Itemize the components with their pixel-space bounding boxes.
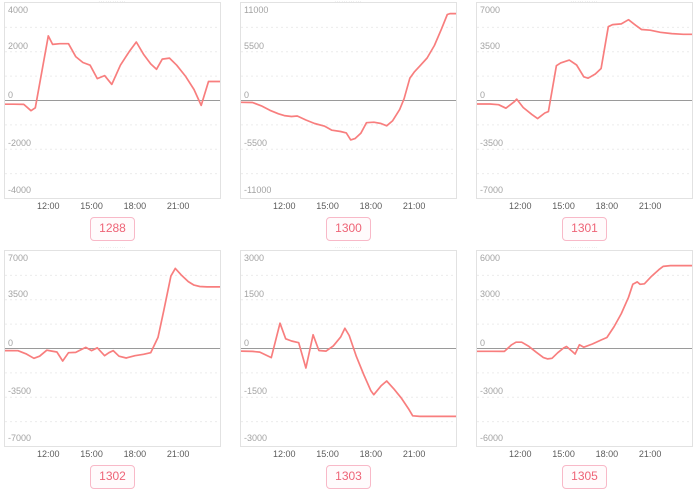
x-axis: 12:00 15:00 18:00 21:00 bbox=[4, 199, 221, 214]
pnl-line-chart[interactable]: 4000 2000 0 -2000 -4000 bbox=[4, 2, 221, 199]
pnl-line bbox=[5, 267, 220, 362]
x-axis-label: 21:00 bbox=[166, 201, 190, 211]
chart-mini-title: ············ bbox=[240, 0, 457, 2]
pnl-line bbox=[5, 35, 220, 112]
chart-mini-title: ············ bbox=[476, 0, 693, 2]
chart-card-1302: ············ 7000 3500 0 -3500 -7000 12:00 15… bbox=[4, 245, 221, 489]
chart-mini-title: ············ bbox=[570, 245, 599, 250]
x-axis-label: 21:00 bbox=[402, 449, 426, 459]
strategy-id-badge[interactable]: 1302 bbox=[90, 465, 135, 489]
pnl-line bbox=[477, 18, 692, 120]
x-axis-label: 15:00 bbox=[316, 449, 339, 459]
chart-canvas[interactable] bbox=[5, 251, 220, 446]
strategy-id-badge[interactable]: 1303 bbox=[326, 465, 371, 489]
chart-canvas[interactable] bbox=[477, 3, 692, 198]
x-axis-label: 12:00 bbox=[273, 201, 296, 211]
x-axis-label: 18:00 bbox=[595, 201, 619, 211]
chart-canvas[interactable] bbox=[241, 3, 456, 198]
x-axis-label: 15:00 bbox=[80, 201, 103, 211]
x-axis-label: 15:00 bbox=[80, 449, 103, 459]
strategy-id-badge[interactable]: 1305 bbox=[562, 465, 607, 489]
chart-mini-title: ············ bbox=[98, 245, 127, 250]
x-axis-label: 15:00 bbox=[316, 201, 339, 211]
chart-card-1303: ············ 3000 1500 0 -1500 -3000 12:00 15… bbox=[240, 245, 457, 489]
x-axis-label: 12:00 bbox=[37, 449, 60, 459]
strategy-id-badge[interactable]: 1288 bbox=[90, 217, 135, 241]
chart-canvas[interactable] bbox=[477, 251, 692, 446]
pnl-line-chart[interactable]: 7000 3500 0 -3500 -7000 bbox=[476, 2, 693, 199]
x-axis-label: 12:00 bbox=[509, 449, 532, 459]
chart-mini-title: ············ bbox=[334, 245, 363, 250]
pnl-line bbox=[241, 322, 456, 418]
pnl-line bbox=[477, 264, 692, 360]
x-axis-label: 15:00 bbox=[552, 449, 575, 459]
chart-card-1305: ············ 6000 3000 0 -3000 -6000 12:00 15… bbox=[476, 245, 693, 489]
x-axis-label: 18:00 bbox=[359, 449, 383, 459]
strategy-id-badge[interactable]: 1301 bbox=[562, 217, 607, 241]
pnl-line-chart[interactable]: 7000 3500 0 -3500 -7000 bbox=[4, 250, 221, 447]
x-axis-label: 15:00 bbox=[552, 201, 575, 211]
x-axis-label: 21:00 bbox=[402, 201, 426, 211]
x-axis: 12:00 15:00 18:00 21:00 bbox=[240, 199, 457, 214]
x-axis: 12:00 15:00 18:00 21:00 bbox=[476, 199, 693, 214]
x-axis-label: 21:00 bbox=[166, 449, 190, 459]
chart-canvas[interactable] bbox=[241, 251, 456, 446]
pnl-line bbox=[241, 12, 456, 141]
pnl-line-chart[interactable]: 6000 3000 0 -3000 -6000 bbox=[476, 250, 693, 447]
x-axis: 12:00 15:00 18:00 21:00 bbox=[240, 447, 457, 462]
x-axis-label: 12:00 bbox=[509, 201, 532, 211]
strategy-id-badge[interactable]: 1300 bbox=[326, 217, 371, 241]
pnl-line-chart[interactable]: 3000 1500 0 -1500 -3000 bbox=[240, 250, 457, 447]
pnl-line-chart[interactable]: 11000 5500 0 -5500 -11000 bbox=[240, 2, 457, 199]
x-axis: 12:00 15:00 18:00 21:00 bbox=[476, 447, 693, 462]
x-axis-label: 18:00 bbox=[123, 449, 147, 459]
x-axis-label: 12:00 bbox=[273, 449, 296, 459]
x-axis-label: 18:00 bbox=[123, 201, 147, 211]
x-axis-label: 21:00 bbox=[638, 449, 662, 459]
chart-canvas[interactable] bbox=[5, 3, 220, 198]
x-axis-label: 18:00 bbox=[359, 201, 383, 211]
x-axis-label: 12:00 bbox=[37, 201, 60, 211]
x-axis-label: 21:00 bbox=[638, 201, 662, 211]
chart-mini-title: ············ bbox=[4, 0, 221, 2]
x-axis: 12:00 15:00 18:00 21:00 bbox=[4, 447, 221, 462]
x-axis-label: 18:00 bbox=[595, 449, 619, 459]
